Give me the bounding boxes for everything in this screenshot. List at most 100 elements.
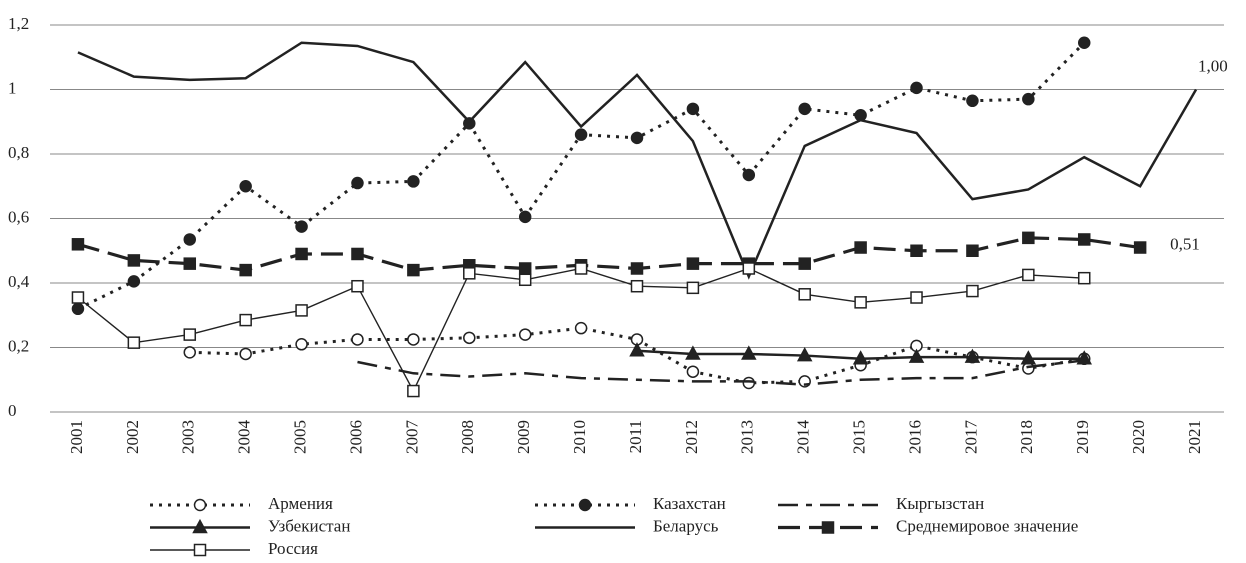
x-tick-label: 2002 [123,420,142,454]
legend-item: Россия [150,539,318,558]
marker [966,94,979,108]
marker [183,233,197,246]
value-label: 1,00 [1198,56,1228,75]
marker [910,291,923,304]
marker [686,365,700,378]
marker [1133,241,1147,254]
marker [1022,92,1035,106]
marker [351,176,364,190]
marker [742,262,756,275]
marker [854,296,867,309]
marker [630,131,644,145]
legend-label: Армения [268,494,333,513]
legend-marker [193,543,207,557]
y-tick-label: 0,8 [8,143,29,162]
marker [742,168,756,182]
legend-label: Беларусь [653,516,719,535]
x-tick-label: 2006 [346,420,365,454]
marker [1077,233,1091,246]
marker [71,238,85,251]
marker [71,302,85,316]
marker [127,336,141,349]
marker [183,257,197,270]
legend-item: Казахстан [535,494,726,513]
marker [239,263,252,277]
marker [407,175,420,188]
marker [852,350,869,365]
series-line [77,236,1141,272]
marker [1077,271,1091,285]
marker [796,346,813,362]
marker [463,331,476,345]
marker [127,275,141,288]
legend-item: Среднемировое значение [778,516,1078,535]
marker [798,102,811,116]
marker [183,328,197,341]
x-tick-label: 2007 [402,420,421,455]
x-tick-label: 2014 [794,420,813,455]
x-tick-label: 2021 [1185,420,1204,454]
marker [574,262,588,275]
marker [127,254,141,267]
marker [686,257,700,270]
marker [407,384,420,398]
marker [1022,231,1035,245]
legend-item: Кыргызстан [778,494,984,513]
marker [1077,36,1091,49]
x-tick-label: 2020 [1129,420,1148,454]
marker [1022,362,1035,375]
legend-item: Армения [150,494,333,513]
marker [295,338,308,351]
x-tick-label: 2012 [682,420,701,454]
y-tick-label: 0,6 [8,207,29,226]
marker [1020,350,1037,365]
series [71,36,1091,316]
series-line [77,41,1198,280]
marker [686,281,700,295]
marker [630,262,644,275]
marker [964,348,981,363]
series [357,359,1085,386]
x-tick-label: 2010 [570,420,589,454]
x-tick-label: 2001 [67,420,86,454]
marker [798,288,811,301]
marker [183,346,197,359]
x-tick-label: 2005 [290,420,309,454]
marker [295,220,308,233]
marker [295,247,308,261]
marker [407,263,420,277]
marker [910,244,923,257]
x-tick-label: 2008 [458,420,477,454]
marker [351,247,364,261]
x-tick-label: 2016 [905,420,924,454]
y-tick-label: 0,4 [8,272,30,291]
value-label: 0,51 [1170,234,1200,253]
y-tick-label: 0,2 [8,336,29,355]
series [71,262,1091,398]
y-tick-label: 1,2 [8,14,29,33]
x-tick-label: 2018 [1017,420,1036,454]
marker [239,180,252,193]
marker [351,279,364,293]
legend-label: Россия [268,539,318,558]
marker [71,291,85,304]
y-tick-label: 0 [8,401,17,420]
marker [574,128,588,141]
marker [518,210,532,224]
y-tick-label: 1 [8,78,17,97]
marker [1076,350,1092,365]
legend-label: Кыргызстан [896,494,984,513]
marker [966,284,979,298]
x-tick-label: 2017 [961,420,980,455]
x-tick-label: 2013 [738,420,757,454]
marker [686,102,700,116]
marker [463,267,476,280]
x-tick-label: 2011 [626,420,645,453]
marker [295,304,308,317]
x-tick-label: 2009 [514,420,533,454]
marker [1022,268,1035,282]
legend-marker [578,498,592,512]
marker [908,348,925,363]
marker [351,333,364,346]
